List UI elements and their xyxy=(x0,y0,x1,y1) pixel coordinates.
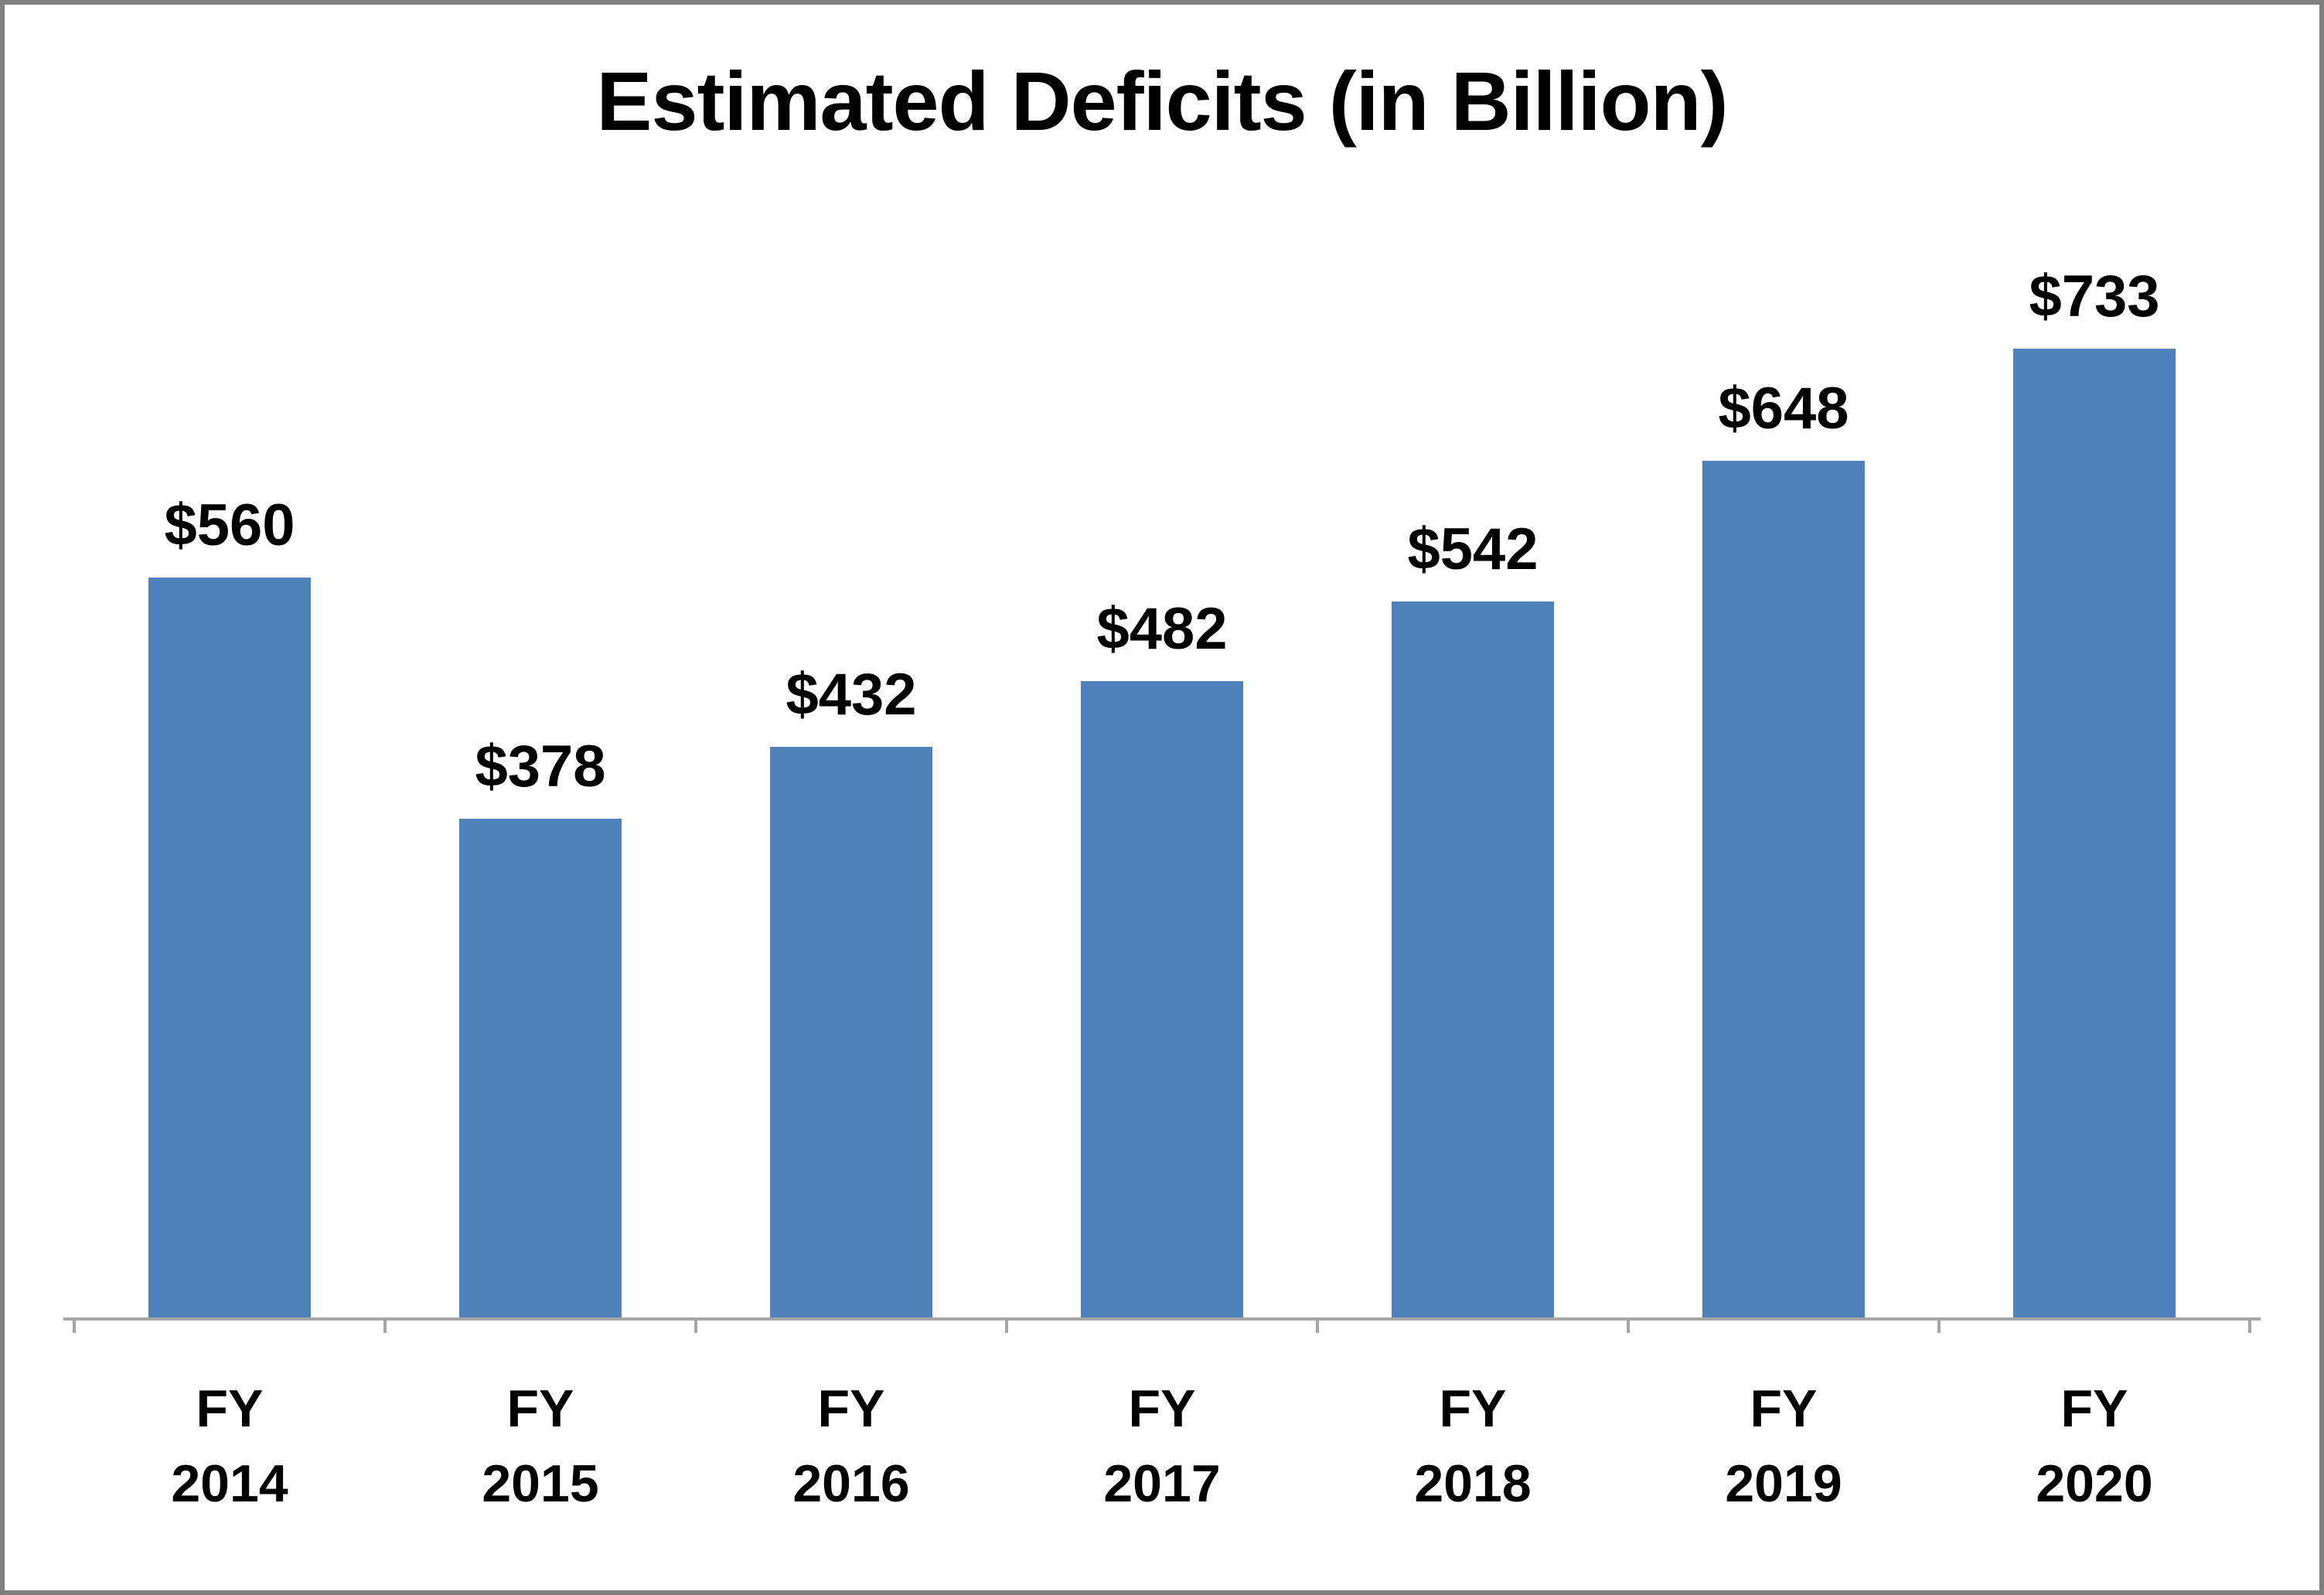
bar-value-label: $648 xyxy=(1718,376,1849,441)
bar xyxy=(770,747,932,1319)
x-axis-label-line2: 2019 xyxy=(1725,1454,1842,1513)
plot-area: $560 $378 $432 $482 $542 $648 $733 xyxy=(63,260,2261,1333)
x-axis-label-line2: 2015 xyxy=(482,1454,599,1513)
x-axis-label: FY 2019 xyxy=(1628,1372,1939,1521)
x-axis-labels: FY 2014 FY 2015 FY 2016 FY 2017 FY 2018 FY 2019 FY 20… xyxy=(74,1372,2250,1521)
bar xyxy=(1081,681,1243,1319)
x-axis-label-line1: FY xyxy=(2060,1379,2128,1438)
bar xyxy=(2013,349,2176,1319)
tick-mark xyxy=(383,1319,387,1333)
x-axis-label: FY 2015 xyxy=(385,1372,696,1521)
bar-value-label: $733 xyxy=(2029,264,2160,329)
bar xyxy=(1702,461,1865,1319)
x-axis-label-line1: FY xyxy=(1439,1379,1507,1438)
x-axis-label-line2: 2017 xyxy=(1103,1454,1221,1513)
tick-mark xyxy=(2248,1319,2251,1333)
bar-value-label: $378 xyxy=(475,734,606,799)
x-axis-label: FY 2017 xyxy=(1007,1372,1317,1521)
bar-slot: $542 xyxy=(1317,260,1628,1319)
tick-mark xyxy=(694,1319,697,1333)
tick-mark xyxy=(1316,1319,1319,1333)
x-axis-label: FY 2020 xyxy=(1939,1372,2250,1521)
bar-slot: $648 xyxy=(1628,260,1939,1319)
tick-mark xyxy=(1627,1319,1630,1333)
bar-slot: $733 xyxy=(1939,260,2250,1319)
bar-slot: $560 xyxy=(74,260,385,1319)
tick-mark xyxy=(1005,1319,1008,1333)
x-axis-ticks xyxy=(73,1319,2251,1333)
x-axis-label-line1: FY xyxy=(1128,1379,1196,1438)
x-axis-label-line1: FY xyxy=(506,1379,574,1438)
x-axis-label-line1: FY xyxy=(196,1379,264,1438)
bar-value-label: $542 xyxy=(1407,516,1539,582)
x-axis-label: FY 2018 xyxy=(1317,1372,1628,1521)
bar-series: $560 $378 $432 $482 $542 $648 $733 xyxy=(74,260,2250,1319)
tick-mark xyxy=(1937,1319,1941,1333)
x-axis-label-line1: FY xyxy=(817,1379,885,1438)
bar xyxy=(148,578,311,1319)
bar-slot: $378 xyxy=(385,260,696,1319)
bar xyxy=(459,819,622,1319)
x-axis-label: FY 2016 xyxy=(696,1372,1007,1521)
bar-slot: $432 xyxy=(696,260,1007,1319)
x-axis-line xyxy=(63,1317,2261,1321)
bar-value-label: $560 xyxy=(164,492,295,558)
x-axis-label-line1: FY xyxy=(1750,1379,1818,1438)
x-axis-label-line2: 2016 xyxy=(792,1454,910,1513)
x-axis-label-line2: 2020 xyxy=(2036,1454,2153,1513)
tick-mark xyxy=(73,1319,76,1333)
bar-value-label: $482 xyxy=(1096,596,1228,662)
bar-slot: $482 xyxy=(1007,260,1317,1319)
x-axis-label-line2: 2018 xyxy=(1414,1454,1532,1513)
chart-title: Estimated Deficits (in Billion) xyxy=(596,54,1728,148)
bar-value-label: $432 xyxy=(785,662,917,728)
x-axis-label: FY 2014 xyxy=(74,1372,385,1521)
x-axis-label-line2: 2014 xyxy=(171,1454,288,1513)
bar xyxy=(1392,602,1554,1319)
